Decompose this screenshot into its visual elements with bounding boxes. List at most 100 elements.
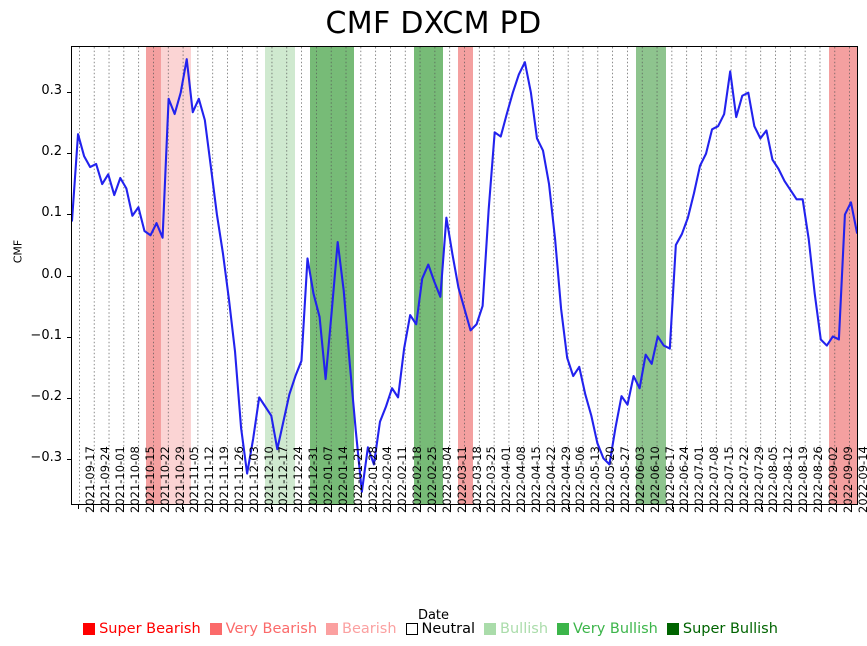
x-tick-label: 2022-08-19 xyxy=(796,446,811,513)
x-tick-mark xyxy=(464,505,466,509)
x-tick-mark xyxy=(212,505,214,509)
x-tick-mark xyxy=(479,505,481,509)
y-tick-label: 0.3 xyxy=(41,82,62,98)
x-tick-label: 2022-09-02 xyxy=(825,446,840,513)
signal-band xyxy=(161,47,191,504)
legend-swatch-icon xyxy=(557,623,570,635)
y-tick-label: 0.1 xyxy=(41,205,62,221)
legend-swatch-icon xyxy=(405,623,418,635)
cmf-line-series xyxy=(72,58,857,493)
y-tick-mark xyxy=(67,153,71,155)
legend-swatch-icon xyxy=(326,623,339,635)
legend-label: Very Bullish xyxy=(573,621,658,637)
x-tick-mark xyxy=(93,505,95,509)
x-tick-mark xyxy=(108,505,110,509)
legend-item[interactable]: Bearish xyxy=(326,621,397,637)
legend-item[interactable]: Bullish xyxy=(484,621,548,637)
x-tick-mark xyxy=(716,505,718,509)
legend-label: Super Bearish xyxy=(99,621,201,637)
x-tick-label: 2022-04-08 xyxy=(514,446,529,513)
x-tick-label: 2022-07-22 xyxy=(736,446,751,513)
y-tick-mark xyxy=(67,214,71,216)
page-title: CMF DXCM PD xyxy=(325,6,542,41)
x-tick-mark xyxy=(642,505,644,509)
y-tick-mark xyxy=(67,91,71,93)
legend-item[interactable]: Super Bearish xyxy=(83,621,201,637)
x-tick-mark xyxy=(182,505,184,509)
x-tick-label: 2021-12-03 xyxy=(246,446,261,513)
x-tick-mark xyxy=(687,505,689,509)
x-tick-mark xyxy=(286,505,288,509)
x-tick-mark xyxy=(360,505,362,509)
legend-item[interactable]: Very Bearish xyxy=(209,621,318,637)
legend-item[interactable]: Very Bullish xyxy=(557,621,658,637)
x-tick-label: 2022-06-10 xyxy=(647,446,662,513)
x-tick-mark xyxy=(850,505,852,509)
x-tick-label: 2022-07-15 xyxy=(721,446,736,513)
x-tick-label: 2022-04-29 xyxy=(558,446,573,513)
signal-band xyxy=(309,47,355,504)
x-tick-mark xyxy=(657,505,659,509)
x-tick-mark xyxy=(509,505,511,509)
x-tick-label: 2022-01-07 xyxy=(321,446,335,513)
x-tick-mark xyxy=(316,505,317,509)
x-tick-mark xyxy=(568,505,570,509)
legend-item[interactable]: Neutral xyxy=(405,621,475,637)
x-tick-label: 2022-05-06 xyxy=(573,446,588,513)
x-tick-label: 2022-03-04 xyxy=(439,446,454,513)
x-tick-label: 2021-12-31 xyxy=(306,446,321,513)
x-tick-label: 2022-09-14 xyxy=(855,446,867,513)
x-tick-label: 2022-07-29 xyxy=(751,446,766,513)
x-tick-mark xyxy=(731,505,733,509)
x-tick-mark xyxy=(345,505,347,509)
x-axis-label: Date xyxy=(417,608,450,623)
x-tick-mark xyxy=(523,505,525,509)
x-tick-label: 2021-09-24 xyxy=(98,446,113,513)
x-tick-label: 2022-03-18 xyxy=(469,446,484,513)
x-tick-label: 2022-02-18 xyxy=(410,446,425,513)
x-tick-label: 2022-05-13 xyxy=(588,446,603,513)
x-tick-label: 2022-08-12 xyxy=(781,446,796,513)
x-tick-mark xyxy=(271,505,273,509)
x-tick-label: 2021-10-22 xyxy=(157,446,172,513)
x-tick-label: 2022-06-03 xyxy=(632,446,647,513)
legend-item[interactable]: Super Bullish xyxy=(666,621,778,637)
legend-swatch-icon xyxy=(209,623,222,635)
legend-label: Very Bearish xyxy=(225,621,318,637)
plot-area xyxy=(71,46,858,505)
signal-band xyxy=(413,47,444,504)
y-tick-mark xyxy=(67,336,71,338)
x-tick-mark xyxy=(672,505,674,509)
x-tick-mark xyxy=(598,505,600,509)
gridlines xyxy=(79,47,850,504)
y-tick-label: 0.2 xyxy=(41,144,62,160)
x-tick-mark xyxy=(375,505,377,509)
x-tick-mark xyxy=(612,505,614,509)
x-tick-label: 2022-08-05 xyxy=(766,446,781,513)
legend-swatch-icon xyxy=(83,623,96,635)
x-tick-label: 2021-10-15 xyxy=(142,446,157,513)
x-tick-mark xyxy=(434,505,436,509)
x-tick-label: 2021-12-17 xyxy=(276,446,291,513)
x-tick-label: 2022-02-11 xyxy=(395,446,410,513)
x-tick-mark xyxy=(806,505,808,509)
x-tick-label: 2022-02-04 xyxy=(380,446,395,513)
x-tick-label: 2021-11-26 xyxy=(231,446,246,513)
y-tick-mark xyxy=(67,275,71,277)
legend-swatch-icon xyxy=(484,623,497,635)
signal-band xyxy=(458,47,473,504)
y-tick-label: −0.3 xyxy=(30,450,62,466)
x-tick-label: 2021-10-08 xyxy=(127,446,142,513)
x-tick-label: 2022-04-22 xyxy=(543,446,558,513)
x-tick-mark xyxy=(226,505,228,509)
legend-label: Bearish xyxy=(342,621,397,637)
x-tick-mark xyxy=(122,505,124,509)
x-tick-label: 2022-02-25 xyxy=(424,446,439,513)
x-tick-label: 2021-10-01 xyxy=(113,446,128,513)
x-tick-label: 2022-03-25 xyxy=(484,446,499,513)
x-tick-mark xyxy=(746,505,748,509)
x-tick-mark xyxy=(256,505,258,509)
x-tick-mark xyxy=(702,505,704,509)
x-tick-mark xyxy=(167,505,169,509)
